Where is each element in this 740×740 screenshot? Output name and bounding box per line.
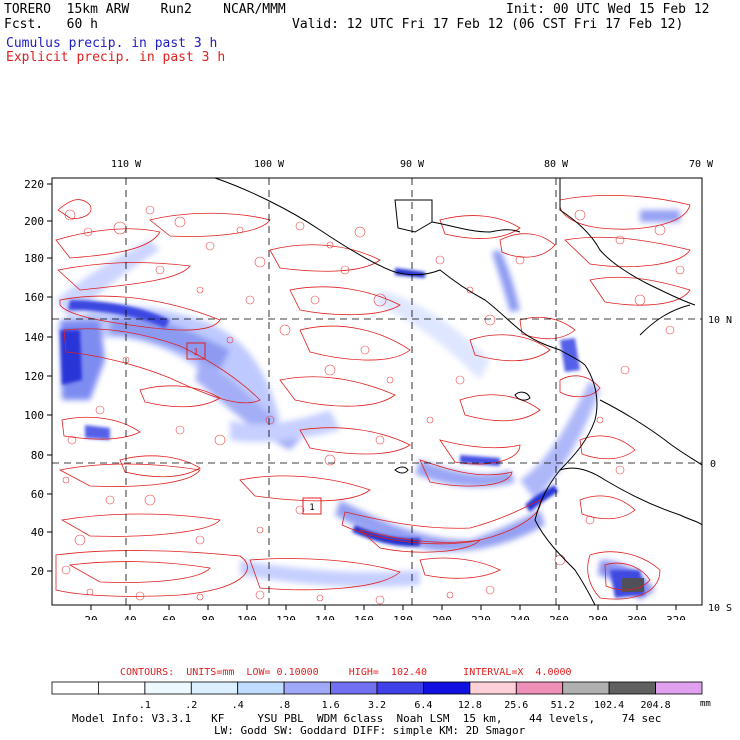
colorbar-swatch bbox=[562, 681, 610, 695]
colorbar-label: .1 bbox=[139, 700, 151, 711]
colorbar-label: .8 bbox=[278, 700, 290, 711]
y-tick-label: 20 bbox=[31, 565, 44, 578]
x-tick-label: 300 bbox=[627, 614, 647, 620]
colorbar-swatch bbox=[190, 681, 239, 695]
lat-lon-grid bbox=[52, 178, 702, 605]
colorbar-swatch bbox=[330, 681, 378, 695]
colorbar-swatch bbox=[98, 681, 146, 695]
lon-label-110w: 110 W bbox=[111, 159, 142, 170]
forecast-hour: Fcst. 60 h bbox=[4, 17, 98, 32]
precip-map: 1 1 110 W 100 W 90 W 80 W 70 W 10 N 0 10… bbox=[24, 159, 732, 620]
y-tick-label: 160 bbox=[24, 291, 44, 304]
colorbar-label: .2 bbox=[185, 700, 197, 711]
x-tick-label: 100 bbox=[237, 614, 257, 620]
x-tick-label: 80 bbox=[201, 614, 214, 620]
y-tick-label: 120 bbox=[24, 370, 44, 383]
y-tick-label: 80 bbox=[31, 449, 44, 462]
colorbar-swatch bbox=[51, 681, 99, 695]
x-tick-label: 40 bbox=[123, 614, 136, 620]
x-tick-label: 160 bbox=[354, 614, 374, 620]
y-tick-label: 180 bbox=[24, 252, 44, 265]
init-time: Init: 00 UTC Wed 15 Feb 12 bbox=[506, 2, 710, 17]
lat-label-10n: 10 N bbox=[708, 315, 732, 326]
x-tick-label: 60 bbox=[162, 614, 175, 620]
marker-1b: 1 bbox=[302, 497, 322, 515]
svg-text:1: 1 bbox=[193, 348, 198, 358]
colorbar-swatch bbox=[469, 681, 517, 695]
colorbar-swatch bbox=[283, 681, 331, 695]
colorbar-label: 204.8 bbox=[641, 700, 671, 711]
y-tick-label: 200 bbox=[24, 215, 44, 228]
colorbar-label: 102.4 bbox=[594, 700, 624, 711]
x-tick-label: 140 bbox=[315, 614, 335, 620]
colorbar-label: .4 bbox=[232, 700, 244, 711]
marker-1a: 1 bbox=[186, 342, 206, 360]
legend-cumulus: Cumulus precip. in past 3 h bbox=[6, 36, 218, 51]
cumulus-precip-layer bbox=[56, 210, 680, 600]
colorbar: .1.2.4.8 1.6 3.2 6.4 12.8 25.6 51.2 102.4 204.8 … bbox=[51, 681, 711, 711]
x-tick-label: 220 bbox=[471, 614, 491, 620]
x-tick-label: 320 bbox=[666, 614, 686, 620]
y-tick-label: 60 bbox=[31, 488, 44, 501]
colorbar-swatch bbox=[655, 681, 703, 695]
colorbar-label: 1.6 bbox=[322, 700, 340, 711]
max-precip-cell bbox=[622, 578, 644, 592]
legend-explicit: Explicit precip. in past 3 h bbox=[6, 50, 226, 65]
svg-text:1: 1 bbox=[309, 503, 314, 513]
colorbar-swatch bbox=[515, 681, 564, 695]
lon-label-90w: 90 W bbox=[400, 159, 425, 170]
colorbar-swatch bbox=[237, 681, 285, 695]
y-tick-label: 100 bbox=[24, 409, 44, 422]
colorbar-unit: mm bbox=[700, 699, 711, 709]
y-tick-label: 220 bbox=[24, 178, 44, 191]
y-tick-label: 40 bbox=[31, 526, 44, 539]
x-tick-label: 120 bbox=[276, 614, 296, 620]
colorbar-swatch bbox=[422, 681, 471, 695]
x-tick-label: 180 bbox=[393, 614, 413, 620]
y-tick-label: 140 bbox=[24, 331, 44, 344]
x-tick-label: 240 bbox=[510, 614, 530, 620]
lat-label-10s: 10 S bbox=[708, 603, 732, 614]
colorbar-label: 12.8 bbox=[458, 700, 482, 711]
x-tick-label: 260 bbox=[549, 614, 569, 620]
colorbar-label: 6.4 bbox=[414, 700, 432, 711]
lon-label-70w: 70 W bbox=[689, 159, 714, 170]
colorbar-swatch bbox=[144, 681, 192, 695]
valid-time: Valid: 12 UTC Fri 17 Feb 12 (06 CST Fri … bbox=[292, 17, 684, 32]
lon-label-100w: 100 W bbox=[254, 159, 285, 170]
contours-info: CONTOURS: UNITS=mm LOW= 0.10000 HIGH= 10… bbox=[120, 667, 572, 678]
lat-label-0: 0 bbox=[710, 459, 716, 470]
lon-label-80w: 80 W bbox=[544, 159, 569, 170]
colorbar-swatch bbox=[608, 681, 656, 695]
x-tick-label: 280 bbox=[588, 614, 608, 620]
x-tick-label: 200 bbox=[432, 614, 452, 620]
colorbar-label: 3.2 bbox=[368, 700, 386, 711]
run-title: TORERO 15km ARW Run2 NCAR/MMM bbox=[4, 2, 286, 17]
explicit-precip-contours bbox=[55, 195, 691, 600]
colorbar-label: 25.6 bbox=[504, 700, 528, 711]
coastlines bbox=[214, 177, 703, 606]
physics-info: LW: Godd SW: Goddard DIFF: simple KM: 2D… bbox=[214, 724, 526, 737]
colorbar-swatch bbox=[376, 681, 424, 695]
x-tick-label: 20 bbox=[84, 614, 97, 620]
frame-ticks bbox=[47, 183, 677, 610]
contour-texture bbox=[61, 205, 685, 605]
model-info: Model Info: V3.3.1 KF YSU PBL WDM 6class… bbox=[72, 712, 662, 725]
colorbar-label: 51.2 bbox=[551, 700, 575, 711]
